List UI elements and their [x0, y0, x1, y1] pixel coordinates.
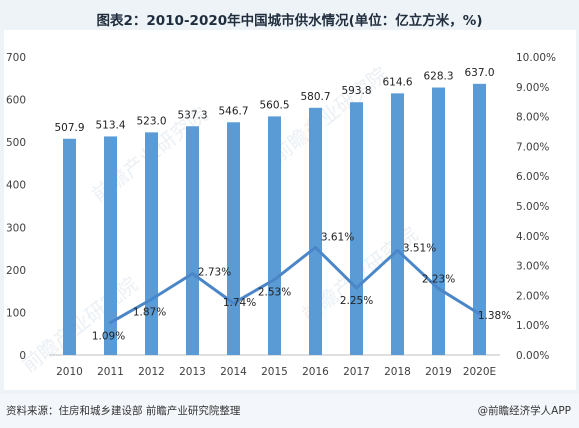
bar — [227, 122, 240, 356]
plot-area: 前瞻产业研究院前瞻产业研究院前瞻产业研究院前瞻产业研究院 01002003004… — [4, 30, 576, 390]
bar — [309, 107, 322, 355]
bar — [432, 87, 445, 355]
y-tick-label: 400 — [6, 180, 26, 192]
bar — [63, 138, 76, 355]
x-tick-label: 2018 — [384, 366, 411, 378]
line-point — [355, 286, 358, 290]
footer: 资料来源：住房和城乡建设部 前瞻产业研究院整理 @前瞻经济学人APP — [0, 394, 579, 428]
bar-value-label: 523.0 — [136, 115, 166, 127]
bar — [145, 132, 158, 355]
bar-value-label: 560.5 — [259, 99, 289, 111]
bar — [186, 126, 199, 355]
line-value-label: 1.74% — [223, 297, 256, 309]
y2-tick-label: 5.00% — [516, 201, 549, 213]
source-note: 资料来源：住房和城乡建设部 前瞻产业研究院整理 — [6, 405, 241, 417]
growth-line — [109, 245, 481, 325]
bars — [63, 83, 486, 356]
line-point — [109, 321, 112, 325]
line-value-label: 1.87% — [133, 306, 166, 318]
bar — [350, 102, 363, 356]
line-point — [478, 312, 481, 316]
x-tick-label: 2017 — [343, 366, 370, 378]
bar-value-label: 513.4 — [95, 119, 125, 131]
line-point — [437, 287, 440, 291]
line-value-label: 2.23% — [422, 274, 455, 286]
line-value-label: 3.51% — [403, 242, 436, 254]
brand-credit: @前瞻经济学人APP — [477, 405, 571, 417]
x-tick-label: 2019 — [425, 366, 452, 378]
chart-title: 图表2：2010-2020年中国城市供水情况(单位：亿立方米，%) — [96, 13, 483, 29]
watermark-text: 前瞻产业研究院 — [267, 62, 392, 167]
line-point — [396, 248, 399, 252]
bar-value-label: 614.6 — [382, 76, 412, 88]
bar-value-label: 537.3 — [177, 109, 207, 121]
bar-value-label: 593.8 — [341, 85, 371, 97]
y2-tick-label: 7.00% — [516, 141, 549, 153]
bar — [268, 116, 281, 355]
line-point — [150, 297, 153, 301]
y-tick-label: 0 — [19, 350, 26, 362]
bar-value-label: 628.3 — [423, 71, 453, 83]
x-tick-label: 2020E — [463, 366, 496, 378]
x-tick-label: 2013 — [179, 366, 206, 378]
line-value-label: 2.73% — [198, 267, 231, 279]
line-point — [314, 245, 317, 249]
x-tick-label: 2014 — [220, 366, 247, 378]
line-value-label: 2.25% — [340, 295, 373, 307]
bar — [104, 136, 117, 355]
x-tick-label: 2015 — [261, 366, 288, 378]
line-point — [191, 272, 194, 276]
line-value-label: 2.53% — [258, 287, 291, 299]
bar-value-label: 637.0 — [464, 67, 494, 79]
y2-tick-label: 9.00% — [516, 82, 549, 94]
y2-tick-label: 0.00% — [516, 350, 549, 362]
y2-tick-label: 6.00% — [516, 171, 549, 183]
line-value-label: 1.38% — [478, 310, 511, 322]
x-tick-label: 2016 — [302, 366, 329, 378]
bar-value-label: 546.7 — [218, 105, 248, 117]
y2-tick-label: 1.00% — [516, 320, 549, 332]
bar-value-label: 580.7 — [300, 91, 330, 103]
y-tick-label: 300 — [6, 222, 26, 234]
bar — [391, 93, 404, 355]
y2-tick-label: 2.00% — [516, 290, 549, 302]
x-tick-label: 2012 — [138, 366, 165, 378]
y2-tick-label: 4.00% — [516, 231, 549, 243]
bar-value-label: 507.9 — [54, 122, 84, 134]
line-point — [273, 278, 276, 282]
y-tick-label: 600 — [6, 95, 26, 107]
bar-line-chart: 前瞻产业研究院前瞻产业研究院前瞻产业研究院前瞻产业研究院 01002003004… — [6, 52, 556, 378]
y-tick-label: 100 — [6, 307, 26, 319]
y-tick-label: 200 — [6, 265, 26, 277]
y2-tick-label: 10.00% — [516, 52, 556, 64]
x-tick-label: 2011 — [97, 366, 124, 378]
line-value-label: 3.61% — [321, 231, 354, 243]
watermark-text: 前瞻产业研究院 — [17, 272, 142, 377]
bar — [473, 83, 486, 355]
y-tick-label: 700 — [6, 52, 26, 64]
x-tick-label: 2010 — [56, 366, 83, 378]
y2-tick-label: 8.00% — [516, 112, 549, 124]
y-tick-label: 500 — [6, 137, 26, 149]
y2-tick-label: 3.00% — [516, 261, 549, 273]
line-point — [232, 301, 235, 305]
growth-rate-line — [109, 245, 481, 324]
line-value-label: 1.09% — [92, 331, 125, 343]
data-labels: 507.9 513.4 523.0 537.3 546.7 560.5 580.7 593.8… — [54, 67, 511, 343]
